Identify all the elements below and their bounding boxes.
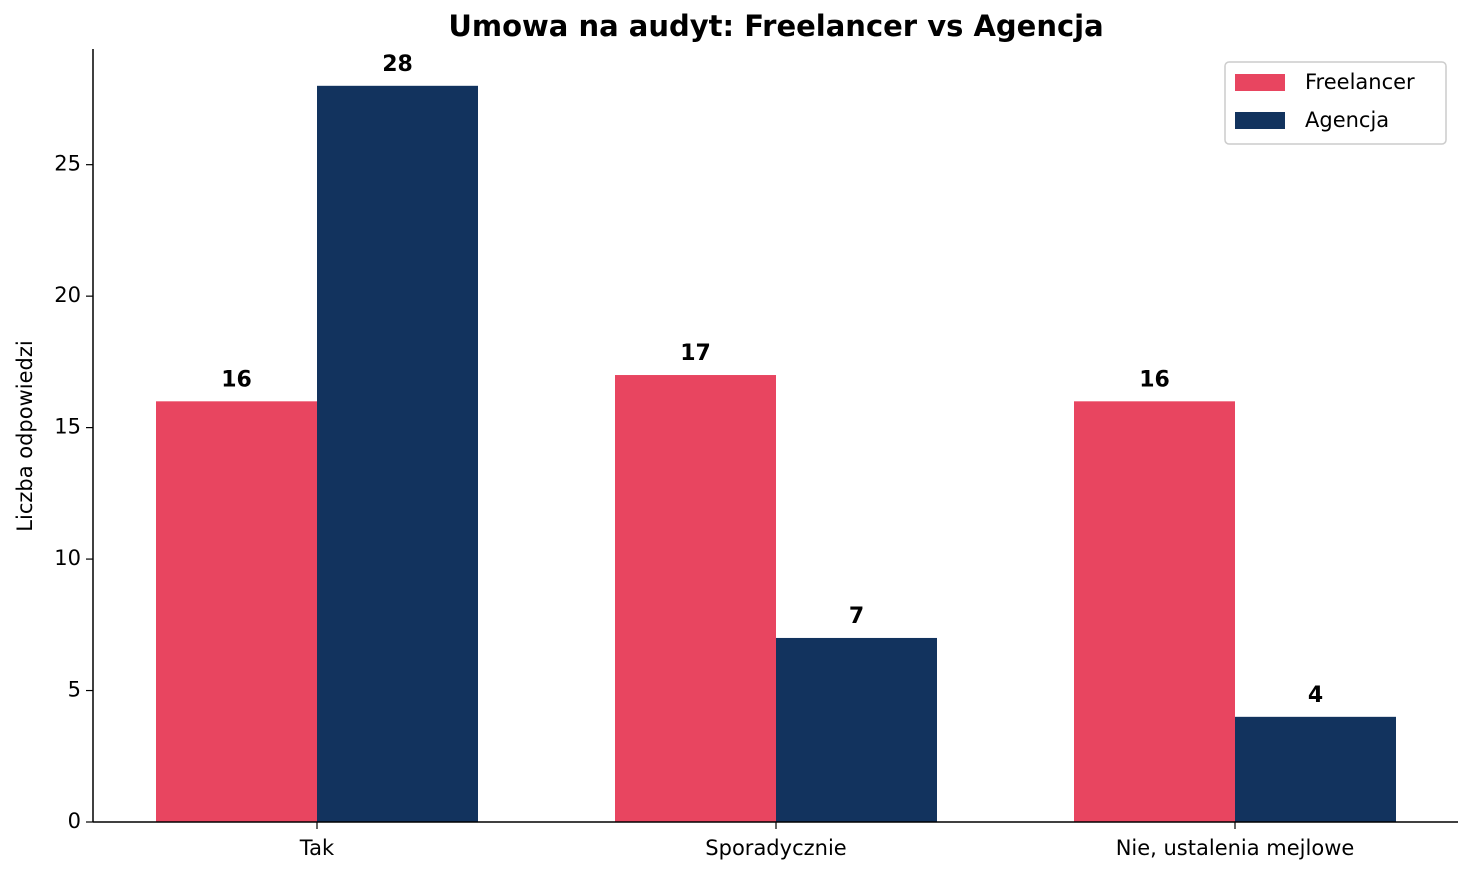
bar [615,375,776,822]
legend-swatch [1235,74,1285,91]
x-tick-label: Sporadycznie [705,836,846,860]
bar [156,401,317,822]
y-tick-label: 15 [54,415,81,439]
bar [1235,716,1396,822]
chart-title: Umowa na audyt: Freelancer vs Agencja [448,9,1103,43]
value-label: 28 [382,52,413,77]
y-tick-label: 5 [68,678,81,702]
x-tick-label: Tak [299,836,335,860]
value-label: 4 [1308,683,1323,708]
legend-swatch [1235,112,1285,129]
value-label: 16 [1139,367,1170,392]
value-label: 17 [680,341,711,366]
x-tick-label: Nie, ustalenia mejlowe [1116,836,1355,860]
y-tick-label: 25 [54,152,81,176]
value-label: 7 [849,604,864,629]
value-label: 16 [221,367,252,392]
bar [776,637,937,822]
bar [317,85,478,823]
y-axis-label: Liczba odpowiedzi [13,340,37,531]
legend-label: Freelancer [1305,70,1415,94]
legend-label: Agencja [1305,108,1389,132]
y-tick-label: 20 [54,283,81,307]
y-tick-label: 0 [68,809,81,833]
y-tick-label: 10 [54,546,81,570]
bar [1074,401,1235,822]
